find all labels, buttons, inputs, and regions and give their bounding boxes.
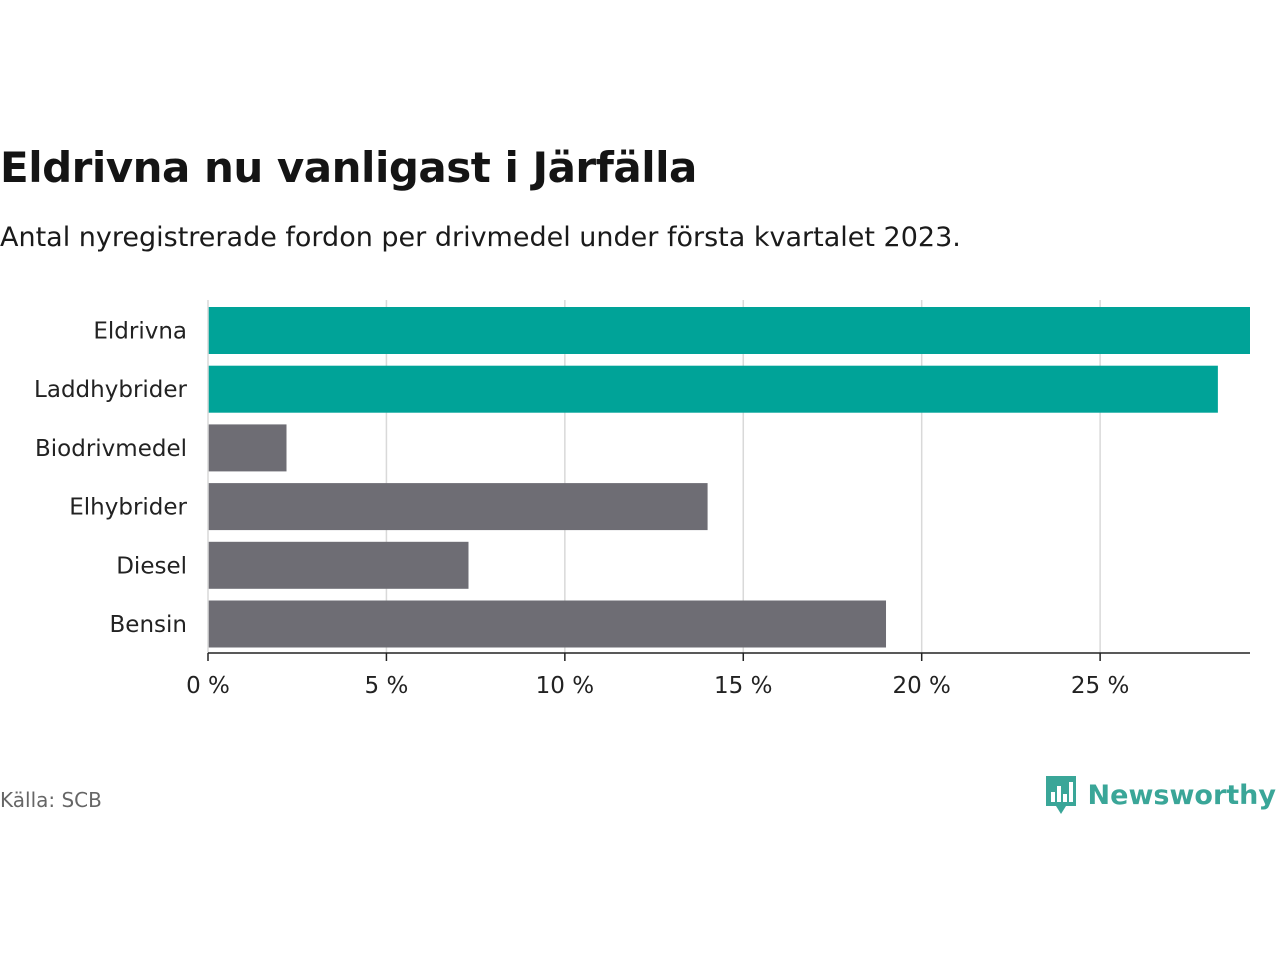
x-tick-label: 20 % — [892, 673, 950, 699]
x-tick-label: 10 % — [536, 673, 594, 699]
category-label: Biodrivmedel — [35, 436, 187, 462]
bar-eldrivna — [208, 307, 1250, 354]
chart-title: Eldrivna nu vanligast i Järfälla — [0, 143, 697, 192]
bar-diesel — [208, 541, 469, 589]
x-tick-label: 25 % — [1071, 673, 1129, 699]
brand-name: Newsworthy — [1087, 779, 1276, 811]
category-label: Eldrivna — [93, 319, 187, 345]
x-tick-label: 0 % — [186, 673, 230, 699]
bar-laddhybrider — [208, 365, 1218, 413]
bar-bensin — [208, 600, 887, 648]
bar-biodrivmedel — [208, 424, 287, 472]
category-label: Laddhybrider — [34, 377, 187, 403]
brand-logo: Newsworthy — [1044, 774, 1276, 816]
source-note: Källa: SCB — [0, 788, 102, 812]
x-tick-label: 5 % — [365, 673, 409, 699]
category-label: Elhybrider — [69, 495, 187, 521]
bar-elhybrider — [208, 483, 708, 531]
chart-subtitle: Antal nyregistrerade fordon per drivmede… — [0, 222, 961, 253]
bar-chart-speech-bubble-icon — [1045, 776, 1076, 814]
category-label: Diesel — [116, 553, 187, 579]
category-label: Bensin — [110, 612, 187, 638]
x-tick-label: 15 % — [714, 673, 772, 699]
